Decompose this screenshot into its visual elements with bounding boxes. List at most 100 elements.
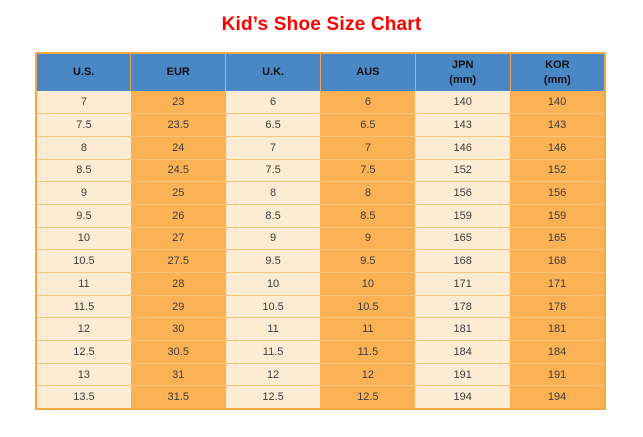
table-cell: 9 [225, 227, 321, 251]
table-cell: 171 [510, 272, 605, 296]
table-cell: 9.5 [36, 204, 131, 228]
table-cell: 13 [36, 363, 131, 387]
table-cell: 8.5 [225, 204, 321, 228]
table-cell: 8.5 [320, 204, 416, 228]
table-cell: 168 [415, 249, 511, 273]
table-cell: 28 [130, 272, 226, 296]
table-cell: 8 [36, 136, 131, 160]
table-cell: 7 [320, 136, 416, 160]
table-cell: 27.5 [130, 249, 226, 273]
table-cell: 12.5 [36, 340, 131, 364]
table-cell: 23 [130, 91, 226, 115]
table-cell: 7.5 [320, 159, 416, 183]
table-row: 10.5 27.5 9.5 9.5 168 168 [36, 249, 605, 273]
table-row: 7 23 6 6 140 140 [36, 91, 605, 115]
table-cell: 8 [225, 181, 321, 205]
table-cell: 9.5 [320, 249, 416, 273]
column-header-us: U.S. [36, 53, 131, 91]
table-cell: 10.5 [225, 295, 321, 319]
table-cell: 31.5 [130, 385, 226, 409]
table-cell: 30.5 [130, 340, 226, 364]
table-cell: 31 [130, 363, 226, 387]
table-row: 10 27 9 9 165 165 [36, 227, 605, 251]
table-cell: 184 [415, 340, 511, 364]
table-row: 12 30 11 11 181 181 [36, 317, 605, 342]
table-cell: 152 [510, 159, 605, 183]
table-cell: 184 [510, 340, 605, 364]
table-cell: 156 [415, 181, 511, 205]
table-cell: 23.5 [130, 113, 226, 137]
table-cell: 7 [36, 91, 131, 115]
table-cell: 29 [130, 295, 226, 319]
table-row: 7.5 23.5 6.5 6.5 143 143 [36, 113, 605, 137]
column-header-uk: U.K. [225, 53, 321, 91]
table-cell: 11.5 [320, 340, 416, 364]
table-cell: 6 [320, 91, 416, 115]
table-cell: 30 [130, 317, 226, 342]
table-cell: 181 [510, 317, 605, 342]
table-cell: 194 [510, 385, 605, 409]
table-cell: 7.5 [225, 159, 321, 183]
shoe-size-table: U.S. EUR U.K. AUS JPN (mm) KOR (mm) 7 23 6 6 140 140… [35, 52, 606, 410]
table-row: 13 31 12 12 191 191 [36, 363, 605, 387]
table-cell: 24 [130, 136, 226, 160]
table-row: 12.5 30.5 11.5 11.5 184 184 [36, 340, 605, 364]
table-cell: 143 [415, 113, 511, 137]
table-cell: 140 [510, 91, 605, 115]
table-cell: 11 [320, 317, 416, 342]
header-row: U.S. EUR U.K. AUS JPN (mm) KOR (mm) [36, 53, 605, 91]
table-cell: 146 [415, 136, 511, 160]
table-cell: 143 [510, 113, 605, 137]
table-cell: 8 [320, 181, 416, 205]
column-header-eur: EUR [130, 53, 226, 91]
table-cell: 11.5 [225, 340, 321, 364]
table-cell: 10 [225, 272, 321, 296]
table-cell: 191 [415, 363, 511, 387]
table-cell: 11 [225, 317, 321, 342]
table-cell: 194 [415, 385, 511, 409]
table-row: 8.5 24.5 7.5 7.5 152 152 [36, 159, 605, 183]
table-cell: 159 [415, 204, 511, 228]
table-cell: 10 [36, 227, 131, 251]
column-header-jpn: JPN (mm) [414, 53, 511, 91]
table-cell: 165 [510, 227, 605, 251]
table-cell: 159 [510, 204, 605, 228]
table-cell: 168 [510, 249, 605, 273]
table-cell: 152 [415, 159, 511, 183]
table-cell: 25 [130, 181, 226, 205]
table-cell: 24.5 [130, 159, 226, 183]
table-cell: 10 [320, 272, 416, 296]
table-cell: 8.5 [36, 159, 131, 183]
table-cell: 9 [36, 181, 131, 205]
table-cell: 26 [130, 204, 226, 228]
table-cell: 165 [415, 227, 511, 251]
column-header-kor: KOR (mm) [509, 53, 605, 91]
table-cell: 178 [510, 295, 605, 319]
table-cell: 6.5 [320, 113, 416, 137]
table-cell: 27 [130, 227, 226, 251]
table-cell: 6.5 [225, 113, 321, 137]
table-row: 9.5 26 8.5 8.5 159 159 [36, 204, 605, 228]
column-header-aus: AUS [319, 53, 416, 91]
table-cell: 7.5 [36, 113, 131, 137]
table-cell: 12.5 [320, 385, 416, 409]
table-cell: 156 [510, 181, 605, 205]
table-cell: 178 [415, 295, 511, 319]
table-cell: 181 [415, 317, 511, 342]
table-cell: 9 [320, 227, 416, 251]
table-cell: 6 [225, 91, 321, 115]
table-cell: 12 [36, 317, 131, 342]
table-cell: 11 [36, 272, 131, 296]
table-cell: 12.5 [225, 385, 321, 409]
table-cell: 12 [320, 363, 416, 387]
table-header: U.S. EUR U.K. AUS JPN (mm) KOR (mm) [36, 53, 605, 91]
table-cell: 191 [510, 363, 605, 387]
table-cell: 7 [225, 136, 321, 160]
table-cell: 146 [510, 136, 605, 160]
page-title: Kid’s Shoe Size Chart [221, 14, 422, 35]
table-cell: 140 [415, 91, 511, 115]
table-cell: 12 [225, 363, 321, 387]
table-row: 8 24 7 7 146 146 [36, 136, 605, 160]
table-row: 11 28 10 10 171 171 [36, 272, 605, 296]
